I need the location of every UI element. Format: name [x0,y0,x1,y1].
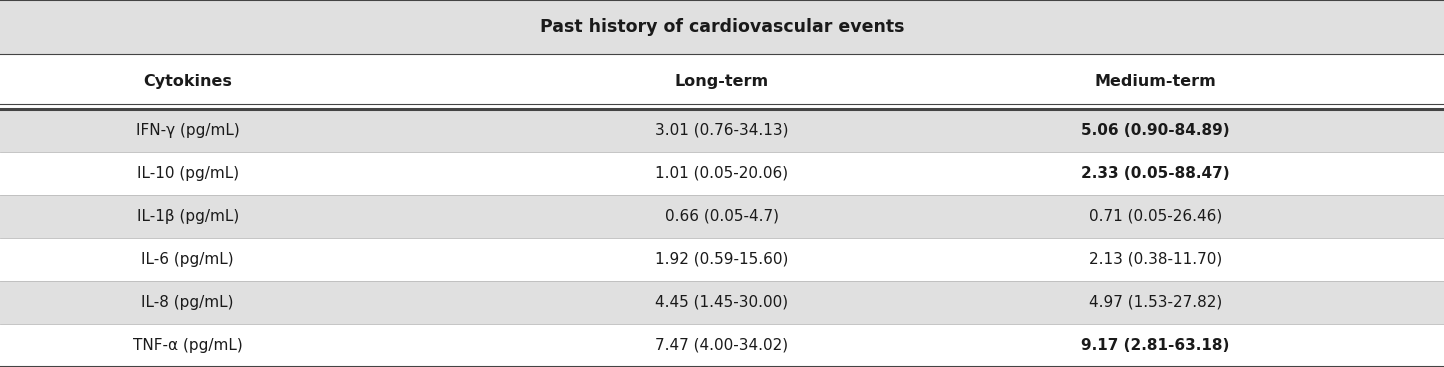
Text: IL-10 (pg/mL): IL-10 (pg/mL) [137,166,238,181]
Text: 2.33 (0.05-88.47): 2.33 (0.05-88.47) [1082,166,1229,181]
Bar [0,195,1444,238]
Text: 2.13 (0.38-11.70): 2.13 (0.38-11.70) [1089,252,1222,267]
Text: TNF-α (pg/mL): TNF-α (pg/mL) [133,338,243,353]
Text: 1.92 (0.59-15.60): 1.92 (0.59-15.60) [656,252,788,267]
Text: 1.01 (0.05-20.06): 1.01 (0.05-20.06) [656,166,788,181]
Text: 4.97 (1.53-27.82): 4.97 (1.53-27.82) [1089,295,1222,310]
Text: IL-8 (pg/mL): IL-8 (pg/mL) [142,295,234,310]
Text: Long-term: Long-term [674,74,770,89]
Text: Medium-term: Medium-term [1095,74,1216,89]
Text: IL-6 (pg/mL): IL-6 (pg/mL) [142,252,234,267]
Bar [0,0,1444,54]
Bar [0,324,1444,367]
Bar [0,152,1444,195]
Text: 7.47 (4.00-34.02): 7.47 (4.00-34.02) [656,338,788,353]
Bar [0,238,1444,281]
Text: 5.06 (0.90-84.89): 5.06 (0.90-84.89) [1082,123,1229,138]
Text: Past history of cardiovascular events: Past history of cardiovascular events [540,18,904,36]
Bar [0,109,1444,152]
Text: 0.66 (0.05-4.7): 0.66 (0.05-4.7) [666,209,778,224]
Text: IFN-γ (pg/mL): IFN-γ (pg/mL) [136,123,240,138]
Text: 3.01 (0.76-34.13): 3.01 (0.76-34.13) [656,123,788,138]
Bar [0,281,1444,324]
Text: 9.17 (2.81-63.18): 9.17 (2.81-63.18) [1082,338,1229,353]
Bar [0,54,1444,109]
Text: Cytokines: Cytokines [143,74,232,89]
Text: 0.71 (0.05-26.46): 0.71 (0.05-26.46) [1089,209,1222,224]
Text: 4.45 (1.45-30.00): 4.45 (1.45-30.00) [656,295,788,310]
Text: IL-1β (pg/mL): IL-1β (pg/mL) [137,209,238,224]
